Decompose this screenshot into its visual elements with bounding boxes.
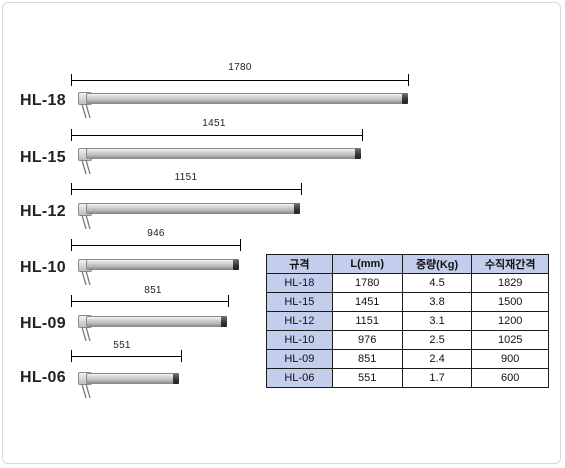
clamp-icon: [81, 327, 91, 341]
table-cell: HL-18: [266, 273, 333, 293]
dimension-label: 851: [144, 285, 162, 296]
column-header: 규격: [266, 254, 333, 274]
table-row: HL-10 976 2.5 1025: [266, 330, 549, 350]
model-hl-12: 1151 HL-12: [0, 172, 565, 232]
clamp-icon: [81, 104, 91, 118]
clamp-icon: [81, 160, 91, 174]
outer-frame: [2, 2, 561, 464]
bar-end-cap: [233, 259, 239, 270]
dimension-label: 1151: [174, 172, 198, 183]
table-row: HL-09 851 2.4 900: [266, 349, 549, 369]
table-row: HL-12 1151 3.1 1200: [266, 311, 549, 331]
table-cell: HL-15: [266, 292, 333, 312]
model-hl-18: 1780 HL-18: [0, 60, 565, 120]
dimension-line: [71, 183, 302, 195]
horizontal-bar: [86, 316, 226, 327]
column-header: L(mm): [331, 254, 403, 274]
table-header-row: 규격 L(mm) 중량(Kg) 수직재간격: [266, 254, 549, 274]
horizontal-bar: [86, 203, 300, 214]
table-cell: 2.5: [401, 330, 473, 350]
table-cell: 1500: [471, 292, 549, 312]
table-cell: 1200: [471, 311, 549, 331]
table-cell: 1451: [331, 292, 403, 312]
horizontal-bar: [86, 148, 361, 159]
bar-end-cap: [221, 316, 227, 327]
table-row: HL-18 1780 4.5 1829: [266, 273, 549, 293]
model-label: HL-06: [20, 369, 66, 386]
spec-table: 규격 L(mm) 중량(Kg) 수직재간격 HL-18 1780 4.5 182…: [266, 254, 549, 388]
table-cell: 3.8: [401, 292, 473, 312]
dimension-line: [71, 74, 409, 86]
table-cell: 551: [331, 368, 403, 388]
model-label: HL-10: [20, 259, 66, 276]
table-cell: HL-10: [266, 330, 333, 350]
model-hl-10: 946 HL-10: [0, 228, 565, 288]
model-hl-09: 851 HL-09: [0, 284, 565, 344]
table-cell: 976: [331, 330, 403, 350]
column-header: 중량(Kg): [401, 254, 473, 274]
dimension-line: [71, 129, 363, 141]
table-cell: 1829: [471, 273, 549, 293]
dimension-label: 551: [113, 340, 131, 351]
dimension-line: [71, 295, 229, 307]
dimension-line: [71, 350, 182, 362]
table-cell: 1025: [471, 330, 549, 350]
table-cell: HL-09: [266, 349, 333, 369]
table-cell: 4.5: [401, 273, 473, 293]
clamp-icon: [81, 384, 91, 398]
bar-end-cap: [173, 373, 179, 384]
model-hl-06: 551 HL-06: [0, 340, 565, 400]
horizontal-bar: [86, 259, 239, 270]
table-row: HL-06 551 1.7 600: [266, 368, 549, 388]
dimension-label: 1451: [202, 118, 226, 129]
table-cell: HL-06: [266, 368, 333, 388]
horizontal-bar: [86, 93, 407, 104]
clamp-icon: [81, 271, 91, 285]
table-cell: 1780: [331, 273, 403, 293]
model-label: HL-18: [20, 92, 66, 109]
table-row: HL-15 1451 3.8 1500: [266, 292, 549, 312]
table-cell: 600: [471, 368, 549, 388]
table-cell: 851: [331, 349, 403, 369]
table-cell: HL-12: [266, 311, 333, 331]
bar-end-cap: [355, 148, 361, 159]
bar-end-cap: [402, 93, 408, 104]
model-label: HL-12: [20, 203, 66, 220]
clamp-icon: [81, 215, 91, 229]
table-cell: 1151: [331, 311, 403, 331]
dimension-label: 946: [147, 228, 165, 239]
bar-end-cap: [294, 203, 300, 214]
dimension-label: 1780: [228, 62, 252, 73]
model-hl-15: 1451 HL-15: [0, 116, 565, 176]
column-header: 수직재간격: [471, 254, 549, 274]
model-label: HL-09: [20, 315, 66, 332]
horizontal-bar: [86, 373, 176, 384]
model-label: HL-15: [20, 149, 66, 166]
table-cell: 1.7: [401, 368, 473, 388]
dimension-line: [71, 239, 241, 251]
table-cell: 2.4: [401, 349, 473, 369]
table-cell: 3.1: [401, 311, 473, 331]
table-cell: 900: [471, 349, 549, 369]
